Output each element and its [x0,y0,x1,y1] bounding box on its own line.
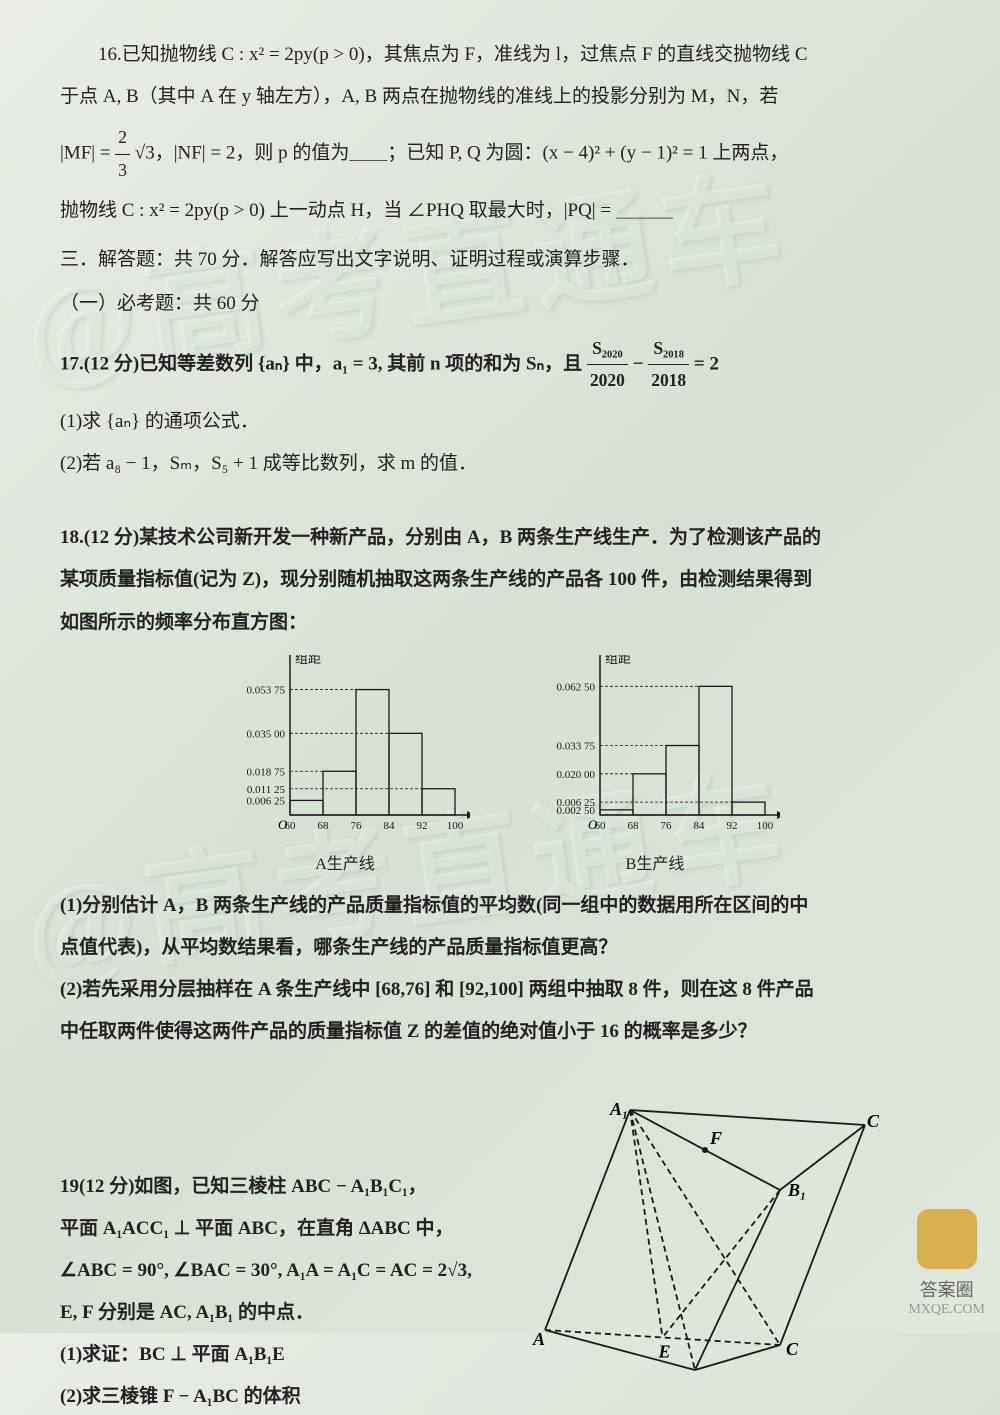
svg-text:68: 68 [318,820,330,832]
svg-text:F: F [709,1128,722,1148]
q16-line2: 于点 A, B（其中 A 在 y 轴左方），A, B 两点在抛物线的准线上的投影… [60,80,940,114]
q18-l2: 某项质量指标值(记为 Z)，现分别随机抽取这两条生产线的产品各 100 件，由检… [60,563,940,597]
chart-a-title: A生产线 [220,850,470,874]
section-3-head: 三．解答题：共 70 分．解答应写出文字说明、证明过程或演算步骤． [60,243,940,277]
svg-text:0.018 75: 0.018 75 [247,766,286,778]
svg-text:0.011 25: 0.011 25 [247,784,286,796]
svg-text:60: 60 [595,820,607,832]
svg-text:0.035 00: 0.035 00 [247,728,286,740]
q18-p1: (1)分别估计 A，B 两条生产线的产品质量指标值的平均数(同一组中的数据用所在… [60,889,940,923]
svg-text:组距: 组距 [605,655,631,666]
q16-line4: 抛物线 C : x² = 2py(p > 0) 上一动点 H，当 ∠PHQ 取最… [60,194,940,228]
svg-text:100: 100 [757,820,774,832]
svg-text:0.053 75: 0.053 75 [247,684,286,696]
q19-p1: (1)求证：BC ⊥ 平面 A₁B₁E [60,1338,600,1372]
chart-a: 频率组距O0.053 750.035 000.018 750.011 250.0… [220,655,470,845]
svg-text:68: 68 [628,820,640,832]
q19-l1: 19(12 分)如图，已知三棱柱 ABC − A₁B₁C₁， [60,1170,600,1204]
svg-text:76: 76 [351,820,363,832]
svg-text:B: B [689,1372,702,1375]
svg-text:84: 84 [694,820,706,832]
svg-text:C₁: C₁ [867,1111,880,1131]
q18-l1: 18.(12 分)某技术公司新开发一种新产品，分别由 A，B 两条生产线生产．为… [60,521,940,555]
svg-text:76: 76 [661,820,673,832]
q19-p2: (2)求三棱锥 F − A₁BC 的体积 [60,1380,600,1414]
chart-b-box: 频率组距O0.062 500.033 750.020 000.006 250.0… [530,655,780,874]
svg-text:0.020 00: 0.020 00 [557,769,596,781]
q16-line3: |MF| = 23 √3，|NF| = 2，则 p 的值为＿＿；已知 P, Q … [60,122,940,186]
svg-text:0.006 25: 0.006 25 [247,795,286,807]
svg-text:100: 100 [447,820,464,832]
q17-p2: (2)若 a₈ − 1，Sₘ，S₅ + 1 成等比数列，求 m 的值． [60,447,940,481]
q17-p1: (1)求 {aₙ} 的通项公式． [60,405,940,439]
q19-l4: E, F 分别是 AC, A₁B₁ 的中点． [60,1296,600,1330]
chart-b-title: B生产线 [530,850,780,874]
q19-l3: ∠ABC = 90°, ∠BAC = 30°, A₁A = A₁C = AC =… [60,1254,600,1288]
svg-text:0.062 50: 0.062 50 [557,681,596,693]
svg-text:92: 92 [727,820,738,832]
svg-text:C: C [786,1339,799,1359]
q16-line1: 16.已知抛物线 C : x² = 2py(p > 0)，其焦点为 F，准线为 … [60,38,940,72]
page-content: 16.已知抛物线 C : x² = 2py(p > 0)，其焦点为 F，准线为 … [60,38,940,1415]
chart-b: 频率组距O0.062 500.033 750.020 000.006 250.0… [530,655,780,845]
q19-text-block: 19(12 分)如图，已知三棱柱 ABC − A₁B₁C₁， 平面 A₁ACC₁… [60,1170,600,1415]
svg-text:92: 92 [417,820,428,832]
svg-text:A₁: A₁ [609,1099,628,1119]
svg-text:E: E [658,1341,671,1361]
sub-1-head: （一）必考题：共 60 分 [60,287,940,321]
q19-l2: 平面 A₁ACC₁ ⊥ 平面 ABC，在直角 ΔABC 中， [60,1212,600,1246]
charts-row: 频率组距O0.053 750.035 000.018 750.011 250.0… [60,655,940,874]
q18-l3: 如图所示的频率分布直方图： [60,606,940,640]
q17-head: 17.(12 分)已知等差数列 {aₙ} 中，a₁ = 3, 其前 n 项的和为… [60,333,940,397]
svg-text:60: 60 [285,820,297,832]
svg-text:A: A [532,1329,545,1349]
svg-text:0.002 50: 0.002 50 [557,805,596,817]
chart-a-box: 频率组距O0.053 750.035 000.018 750.011 250.0… [220,655,470,874]
svg-text:0.033 75: 0.033 75 [557,740,596,752]
q18-p2b: 中任取两件使得这两件产品的质量指标值 Z 的差值的绝对值小于 16 的概率是多少… [60,1015,940,1049]
svg-text:B₁: B₁ [787,1180,806,1200]
svg-text:84: 84 [384,820,396,832]
svg-text:组距: 组距 [295,655,321,666]
q18-p1b: 点值代表)，从平均数结果看，哪条生产线的产品质量指标值更高？ [60,931,940,965]
q18-p2: (2)若先采用分层抽样在 A 条生产线中 [68,76] 和 [92,100] … [60,973,940,1007]
